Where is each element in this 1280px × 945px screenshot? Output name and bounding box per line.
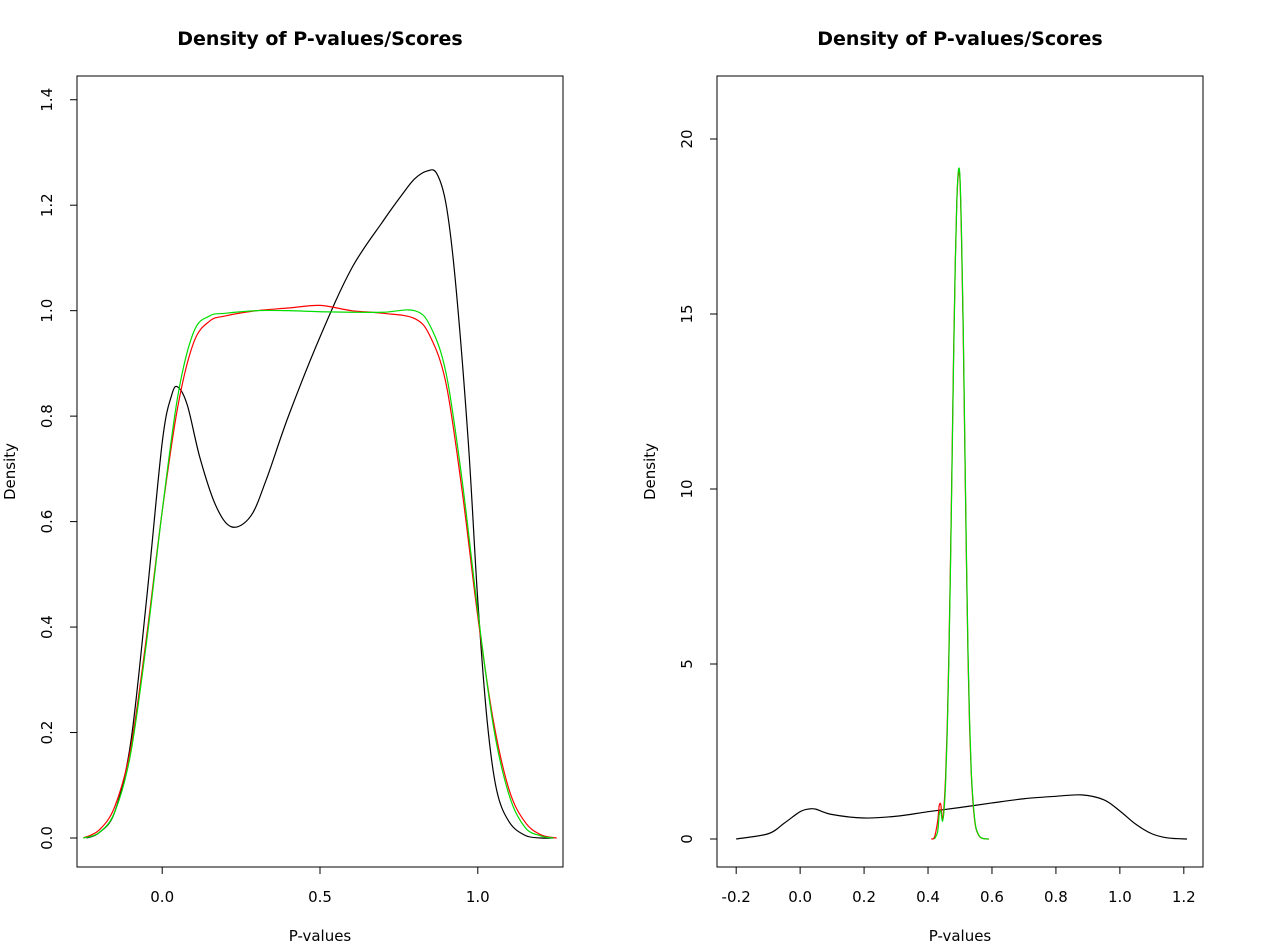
y-axis-label: Density [641,443,659,500]
x-tick-label: 0.4 [916,888,940,906]
x-axis-label: P-values [929,927,992,945]
y-tick-label: 0.0 [38,826,56,850]
chart-panel-1: Density of P-values/Scores P-values Densit… [1,28,564,945]
y-tick-label: 10 [678,479,696,498]
y-tick-label: 1.4 [38,88,56,112]
y-tick-label: 15 [678,304,696,323]
x-tick-label: -0.2 [722,888,751,906]
y-tick-label: 0.2 [38,721,56,745]
y-tick-label: 0 [678,834,696,844]
x-axis-label: P-values [289,927,352,945]
density-line-series-2 [930,170,989,840]
y-axis-label: Density [1,443,19,500]
x-tick-label: 0.0 [150,888,174,906]
x-tick-label: 1.0 [1108,888,1132,906]
chart-panel-2: Density of P-values/Scores P-values Densit… [641,28,1204,945]
y-tick-label: 1.0 [38,299,56,323]
density-line-series-2 [83,304,557,839]
x-tick-label: 1.0 [466,888,490,906]
x-tick-label: 0.6 [980,888,1004,906]
y-tick-label: 0.4 [38,615,56,639]
y-tick-label: 0.8 [38,404,56,428]
chart-title: Density of P-values/Scores [817,28,1102,50]
x-tick-label: 0.8 [1044,888,1068,906]
x-tick-label: 1.2 [1172,888,1196,906]
density-line-series-3 [83,309,554,839]
y-tick-label: 20 [678,129,696,148]
y-tick-label: 1.2 [38,193,56,217]
density-line-series-1 [86,169,554,839]
x-tick-label: 0.2 [852,888,876,906]
y-tick-label: 5 [678,659,696,669]
x-tick-label: 0.5 [308,888,332,906]
density-line-series-3 [933,167,989,840]
density-line-series-1 [736,794,1188,840]
x-tick-label: 0.0 [788,888,812,906]
y-tick-label: 0.6 [38,510,56,534]
chart-title: Density of P-values/Scores [177,28,462,50]
